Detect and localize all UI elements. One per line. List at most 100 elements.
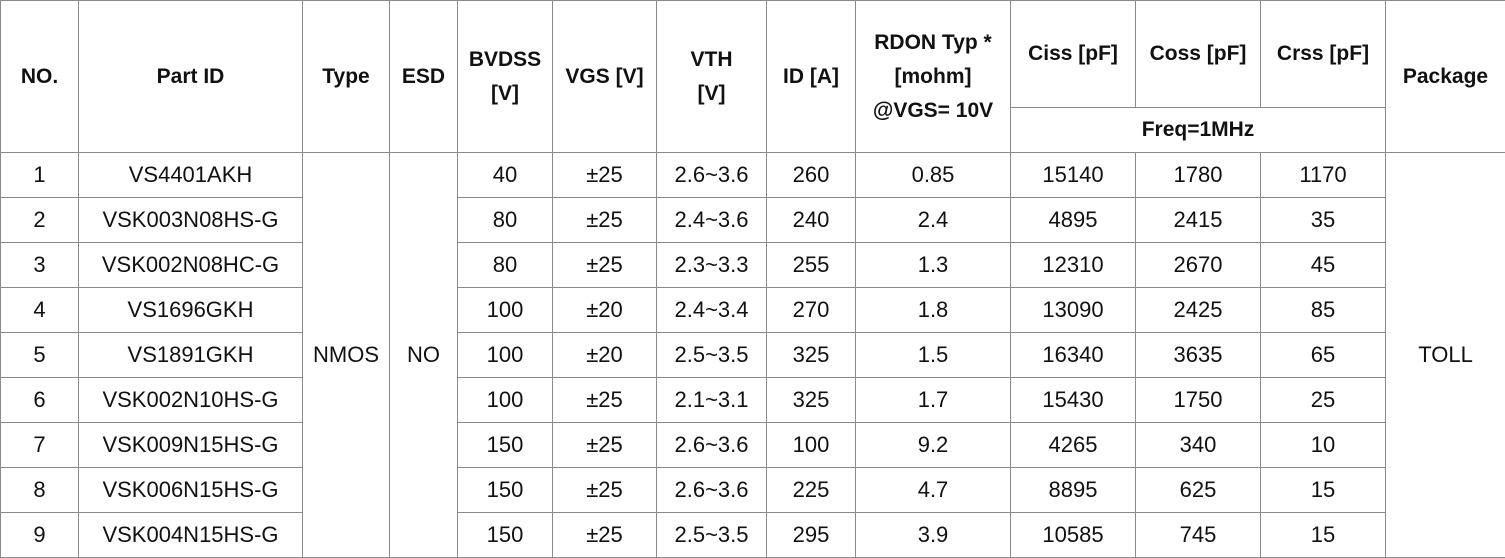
table-cell: 16340 (1011, 333, 1136, 378)
header-line: NO. (1, 60, 78, 94)
column-header: VGS [V] (553, 1, 657, 153)
table-cell: 80 (458, 243, 553, 288)
table-cell: 13090 (1011, 288, 1136, 333)
header-line: Package (1386, 60, 1505, 94)
column-header: BVDSS[V] (458, 1, 553, 153)
header-line: [mohm] (856, 60, 1010, 94)
table-cell: ±20 (553, 333, 657, 378)
table-cell: 15 (1261, 468, 1386, 513)
table-cell: 2425 (1136, 288, 1261, 333)
column-header: Crss [pF] (1261, 1, 1386, 108)
table-cell: 10585 (1011, 513, 1136, 558)
table-cell: 100 (458, 378, 553, 423)
table-cell: 2.4~3.4 (657, 288, 767, 333)
table-cell: 270 (767, 288, 856, 333)
table-cell: 4 (1, 288, 79, 333)
table-cell: ±25 (553, 468, 657, 513)
table-cell: 1780 (1136, 153, 1261, 198)
header-line: VGS [V] (553, 60, 656, 94)
table-cell: 325 (767, 333, 856, 378)
table-cell: 150 (458, 423, 553, 468)
table-cell: 150 (458, 513, 553, 558)
header-line: Part ID (79, 60, 302, 94)
column-header: Package (1386, 1, 1505, 153)
header-line: [V] (458, 77, 552, 111)
table-cell: 100 (458, 333, 553, 378)
table-cell: 1.5 (856, 333, 1011, 378)
table-cell: 745 (1136, 513, 1261, 558)
table-cell: 1750 (1136, 378, 1261, 423)
table-cell: 4895 (1011, 198, 1136, 243)
column-header: Type (303, 1, 390, 153)
table-cell: 80 (458, 198, 553, 243)
table-cell: 15140 (1011, 153, 1136, 198)
table-cell: 15430 (1011, 378, 1136, 423)
header-line: [V] (657, 77, 766, 111)
table-cell: 40 (458, 153, 553, 198)
column-header: RDON Typ *[mohm]@VGS= 10V (856, 1, 1011, 153)
column-header: Coss [pF] (1136, 1, 1261, 108)
table-cell: ±25 (553, 198, 657, 243)
table-cell: 10 (1261, 423, 1386, 468)
column-header: Ciss [pF] (1011, 1, 1136, 108)
esd-cell: NO (390, 153, 458, 558)
table-cell: 7 (1, 423, 79, 468)
table-cell: 8 (1, 468, 79, 513)
header-line: RDON Typ * (856, 26, 1010, 60)
table-cell: VSK006N15HS-G (79, 468, 303, 513)
table-cell: 4.7 (856, 468, 1011, 513)
table-cell: 2.6~3.6 (657, 468, 767, 513)
table-cell: 3 (1, 243, 79, 288)
table-cell: 255 (767, 243, 856, 288)
table-cell: ±25 (553, 153, 657, 198)
table-cell: 25 (1261, 378, 1386, 423)
table-cell: VS1696GKH (79, 288, 303, 333)
frequency-note: Freq=1MHz (1011, 108, 1386, 153)
table-cell: 5 (1, 333, 79, 378)
table-cell: ±25 (553, 378, 657, 423)
table-cell: 15 (1261, 513, 1386, 558)
table-cell: 3.9 (856, 513, 1011, 558)
column-header: Part ID (79, 1, 303, 153)
type-cell: NMOS (303, 153, 390, 558)
table-cell: VSK004N15HS-G (79, 513, 303, 558)
table-cell: 100 (767, 423, 856, 468)
table-cell: 9 (1, 513, 79, 558)
table-cell: 8895 (1011, 468, 1136, 513)
table-cell: VS4401AKH (79, 153, 303, 198)
table-cell: 295 (767, 513, 856, 558)
table-cell: 9.2 (856, 423, 1011, 468)
table-cell: VSK003N08HS-G (79, 198, 303, 243)
table-cell: 2.4~3.6 (657, 198, 767, 243)
table-cell: VSK002N10HS-G (79, 378, 303, 423)
table-cell: 225 (767, 468, 856, 513)
table-cell: 35 (1261, 198, 1386, 243)
table-cell: 150 (458, 468, 553, 513)
table-cell: 6 (1, 378, 79, 423)
table-cell: ±25 (553, 243, 657, 288)
table-cell: 1.8 (856, 288, 1011, 333)
table-cell: 2415 (1136, 198, 1261, 243)
table-cell: VS1891GKH (79, 333, 303, 378)
column-header: ESD (390, 1, 458, 153)
header-line: Coss [pF] (1136, 37, 1260, 71)
table-cell: ±20 (553, 288, 657, 333)
column-header: NO. (1, 1, 79, 153)
table-cell: 1 (1, 153, 79, 198)
header-line: ESD (390, 60, 457, 94)
header-line: VTH (657, 43, 766, 77)
table-cell: 2 (1, 198, 79, 243)
table-cell: 100 (458, 288, 553, 333)
table-cell: 2.4 (856, 198, 1011, 243)
table-cell: 4265 (1011, 423, 1136, 468)
